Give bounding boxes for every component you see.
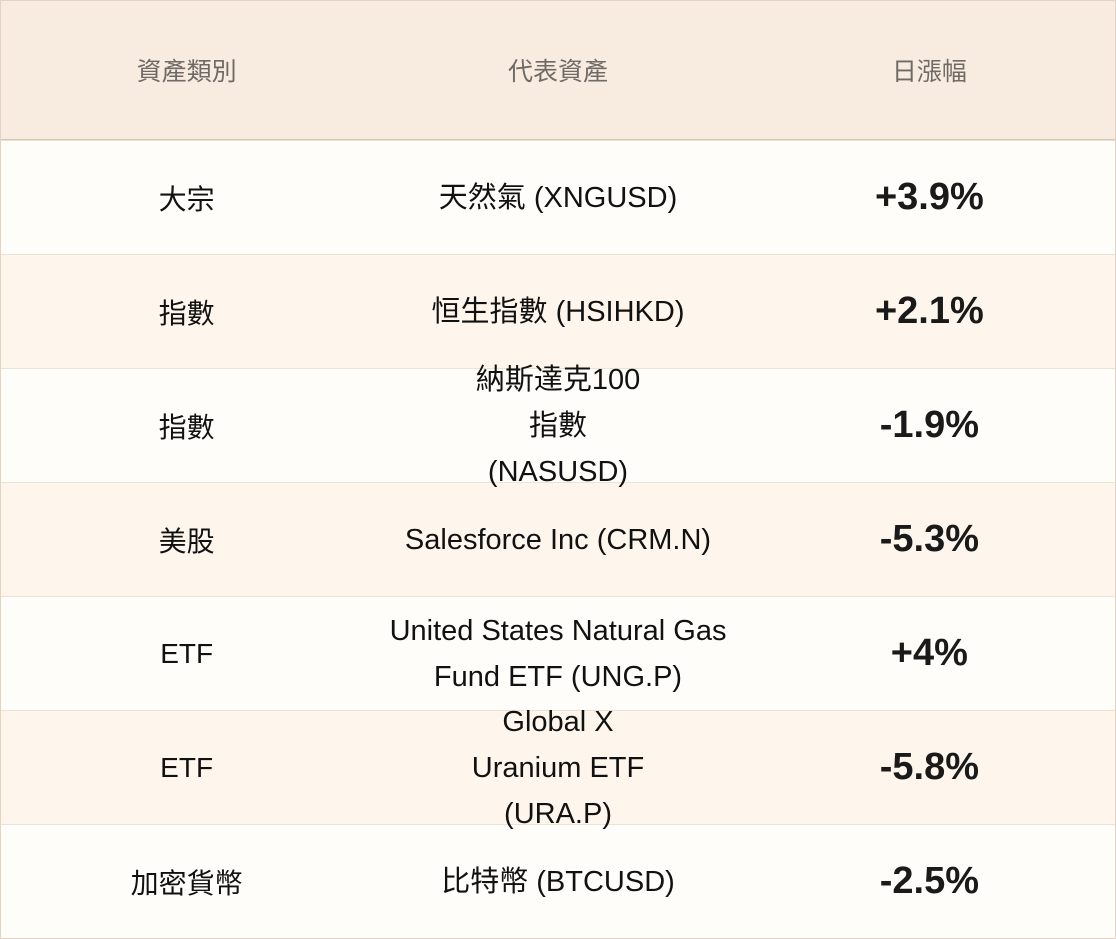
cell-change: +3.9% [874, 176, 984, 218]
cell-category: 加密貨幣 [130, 867, 243, 899]
table-row: 加密貨幣 比特幣 (BTCUSD) -2.5% [1, 824, 1115, 938]
header-asset: 代表資產 [508, 58, 609, 86]
table-row: 指數 恒生指數 (HSIHKD) +2.1% [1, 254, 1115, 368]
cell-category: ETF [160, 637, 214, 669]
cell-asset: Salesforce Inc (CRM.N) [404, 523, 712, 556]
cell-category: 指數 [158, 297, 215, 329]
cell-asset: United States Natural Gas Fund ETF (UNG.… [389, 614, 727, 693]
cell-category: ETF [160, 751, 214, 783]
table-header-row: 資產類別 代表資產 日漲幅 [1, 1, 1115, 140]
cell-category: 大宗 [158, 183, 215, 215]
cell-asset: 比特幣 (BTCUSD) [441, 865, 675, 898]
cell-change: +2.1% [874, 290, 984, 332]
table-row: 指數 納斯達克100指數 (NASUSD) -1.9% [1, 364, 1115, 488]
table-row: ETF United States Natural Gas Fund ETF (… [1, 596, 1115, 710]
cell-asset: 恒生指數 (HSIHKD) [431, 295, 685, 328]
header-category: 資產類別 [136, 58, 237, 86]
cell-category: 指數 [158, 411, 215, 443]
cell-category: 美股 [158, 525, 215, 557]
cell-asset: Global X Uranium ETF (URA.P) [471, 705, 645, 830]
table-row: 美股 Salesforce Inc (CRM.N) -5.3% [1, 482, 1115, 596]
cell-asset: 納斯達克100指數 (NASUSD) [475, 363, 641, 488]
cell-change: -5.8% [879, 746, 980, 788]
cell-change: -2.5% [879, 860, 979, 902]
cell-change: -5.3% [879, 518, 979, 560]
table-row: 大宗 天然氣 (XNGUSD) +3.9% [1, 140, 1115, 254]
header-change: 日漲幅 [891, 58, 967, 86]
cell-asset: 天然氣 (XNGUSD) [438, 181, 678, 214]
table-row: ETF Global X Uranium ETF (URA.P) -5.8% [1, 706, 1115, 830]
cell-change: +4% [890, 632, 968, 674]
cell-change: -1.9% [879, 404, 980, 446]
